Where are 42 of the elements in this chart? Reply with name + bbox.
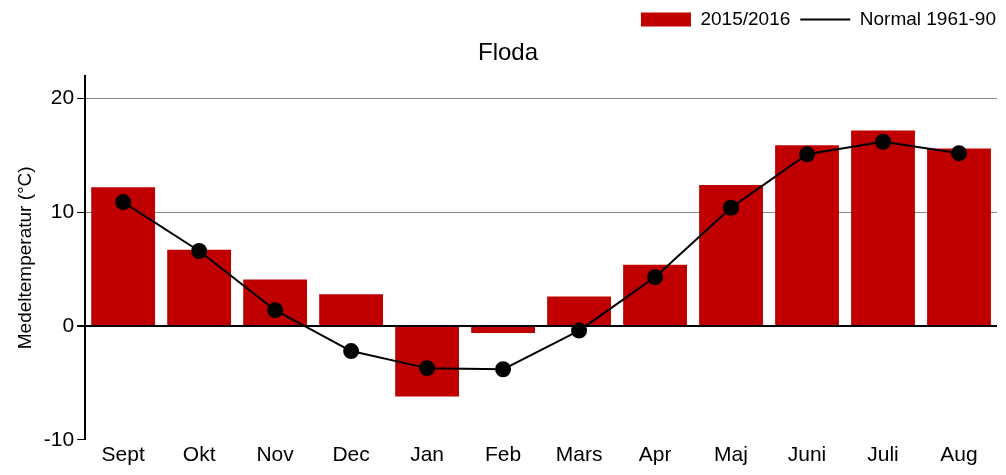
x-tick-label: Juni — [787, 442, 827, 466]
bar — [319, 294, 384, 326]
point — [191, 242, 208, 259]
x-tick-label: Okt — [182, 442, 216, 466]
y-axis-title: Medeltemperatur (°C) — [13, 166, 35, 350]
bar — [927, 148, 991, 326]
chart-title: Floda — [477, 38, 539, 66]
point — [571, 322, 588, 339]
point — [951, 145, 968, 162]
legend-label: Normal 1961-90 — [859, 7, 997, 29]
point — [723, 199, 740, 216]
bar — [547, 296, 611, 326]
bar — [851, 130, 915, 326]
x-tick-label: Maj — [714, 442, 748, 466]
bar — [775, 145, 839, 326]
bar — [699, 185, 763, 326]
point — [799, 146, 816, 163]
y-tick-label: -10 — [43, 426, 75, 450]
x-tick-label: Apr — [638, 442, 672, 466]
x-tick-label: Jan — [410, 442, 445, 466]
point — [495, 361, 512, 378]
x-tick-label: Aug — [940, 442, 978, 466]
bar — [167, 249, 232, 326]
bar — [91, 187, 156, 326]
bar — [471, 327, 535, 333]
x-tick-label: Sept — [101, 442, 145, 466]
bar — [623, 264, 687, 326]
x-tick-label: Feb — [484, 442, 522, 466]
y-tick-label: 20 — [50, 85, 75, 109]
x-tick-label: Dec — [332, 442, 370, 466]
x-tick-label: Mars — [555, 442, 603, 466]
x-tick-label: Juli — [867, 442, 899, 466]
y-tick-label: 10 — [50, 199, 75, 223]
legend-label: 2015/2016 — [700, 7, 791, 29]
point — [875, 133, 892, 150]
point — [343, 343, 360, 360]
point — [419, 360, 436, 377]
x-tick-label: Nov — [256, 442, 295, 466]
point — [647, 269, 664, 286]
y-tick-label: 0 — [62, 312, 75, 336]
point — [115, 194, 132, 211]
bar — [395, 327, 460, 397]
